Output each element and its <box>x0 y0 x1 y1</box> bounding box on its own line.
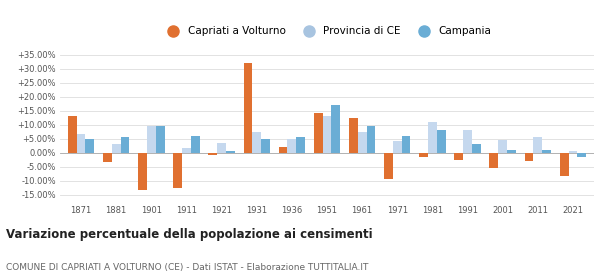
Bar <box>103 153 112 162</box>
Bar <box>498 140 507 153</box>
Bar <box>226 151 235 153</box>
Bar <box>349 118 358 153</box>
Bar <box>569 151 577 153</box>
Bar <box>437 130 446 153</box>
Bar <box>191 136 200 153</box>
Bar <box>147 126 156 153</box>
Bar <box>278 147 287 153</box>
Bar <box>85 139 94 153</box>
Bar <box>121 137 130 153</box>
Bar <box>331 105 340 153</box>
Bar <box>138 153 147 190</box>
Text: Variazione percentuale della popolazione ai censimenti: Variazione percentuale della popolazione… <box>6 228 373 241</box>
Bar <box>217 143 226 153</box>
Text: COMUNE DI CAPRIATI A VOLTURNO (CE) - Dati ISTAT - Elaborazione TUTTITALIA.IT: COMUNE DI CAPRIATI A VOLTURNO (CE) - Dat… <box>6 263 368 272</box>
Bar <box>490 153 498 168</box>
Bar <box>208 153 217 155</box>
Bar <box>68 116 77 153</box>
Bar <box>261 139 270 153</box>
Bar <box>77 134 85 153</box>
Bar <box>428 122 437 153</box>
Bar <box>393 141 401 153</box>
Bar <box>524 153 533 161</box>
Legend: Capriati a Volturno, Provincia di CE, Campania: Capriati a Volturno, Provincia di CE, Ca… <box>159 22 495 40</box>
Bar <box>314 113 323 153</box>
Bar <box>358 132 367 153</box>
Bar <box>182 148 191 153</box>
Bar <box>463 130 472 153</box>
Bar <box>384 153 393 179</box>
Bar <box>454 153 463 160</box>
Bar <box>244 63 253 153</box>
Bar <box>173 153 182 188</box>
Bar <box>323 116 331 153</box>
Bar <box>401 136 410 153</box>
Bar <box>296 137 305 153</box>
Bar <box>419 153 428 157</box>
Bar <box>253 132 261 153</box>
Bar <box>287 139 296 153</box>
Bar <box>577 153 586 157</box>
Bar <box>112 144 121 153</box>
Bar <box>367 126 376 153</box>
Bar <box>507 150 516 153</box>
Bar <box>542 150 551 153</box>
Bar <box>472 144 481 153</box>
Bar <box>156 126 164 153</box>
Bar <box>560 153 569 176</box>
Bar <box>533 137 542 153</box>
